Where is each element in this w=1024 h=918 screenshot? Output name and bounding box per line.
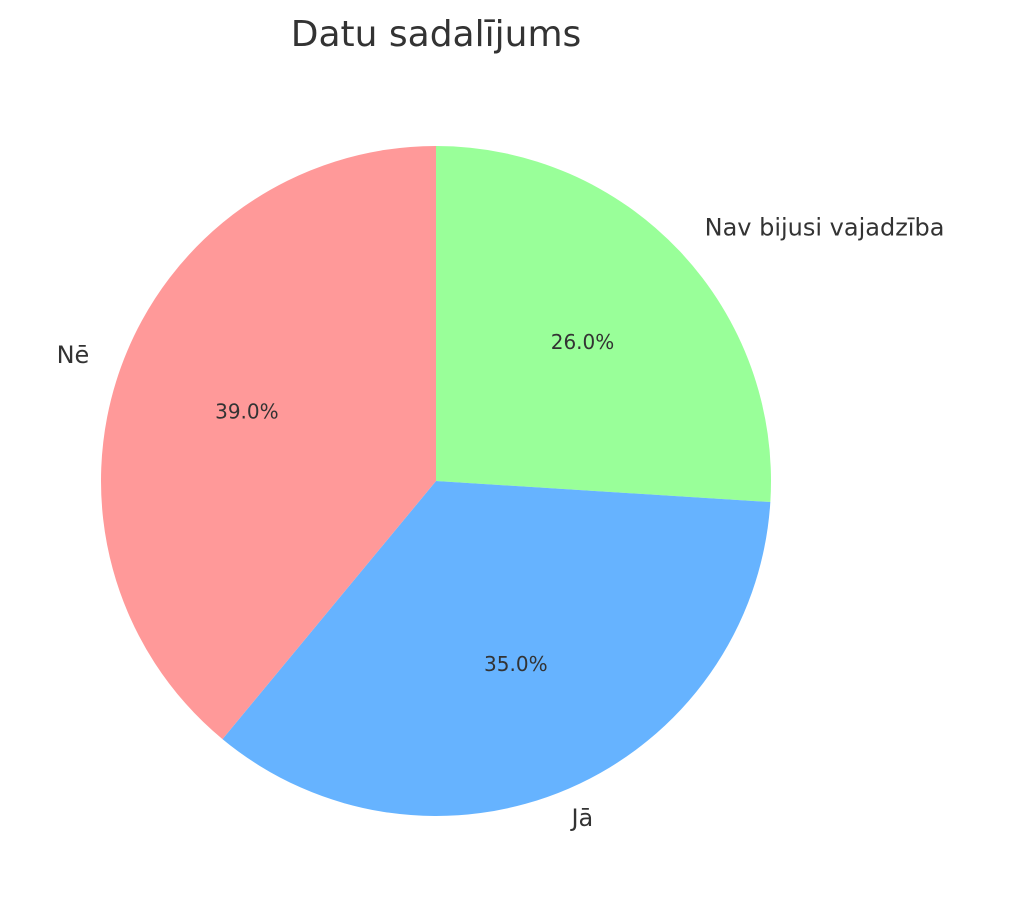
slice-label: Nav bijusi vajadzība (705, 214, 945, 242)
chart-title: Datu sadalījums (291, 14, 582, 55)
slice-label: Nē (57, 341, 90, 369)
value-label: 26.0% (551, 330, 615, 354)
slice-label: Jā (569, 804, 593, 832)
pie-slice (222, 481, 771, 817)
pie-slice (101, 145, 436, 740)
value-label: 35.0% (484, 652, 548, 676)
pie-slice (436, 146, 771, 503)
value-label: 39.0% (215, 399, 279, 423)
